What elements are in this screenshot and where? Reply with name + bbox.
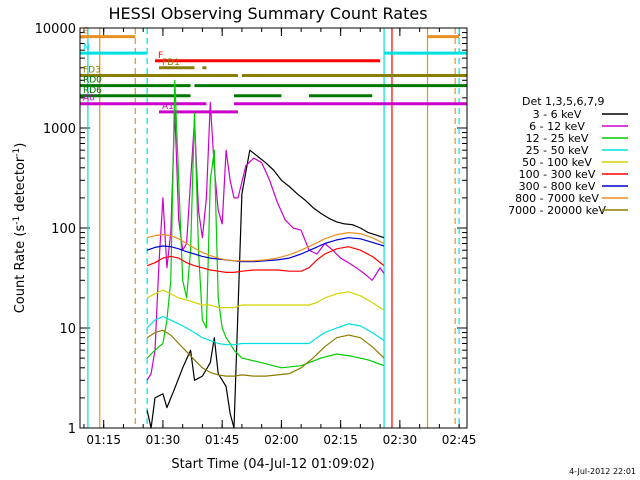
x-tick-label: 01:30	[146, 433, 181, 447]
flag-label-n: N	[83, 43, 90, 53]
flag-label-s: S	[83, 27, 89, 37]
legend-entry-label: 25 - 50 keV	[526, 144, 589, 157]
flag-label-rd0: RD0	[83, 76, 102, 86]
legend-entry-label: 300 - 800 keV	[519, 180, 596, 193]
chart-title: HESSI Observing Summary Count Rates	[108, 4, 427, 23]
legend-entry-label: 6 - 12 keV	[529, 120, 585, 133]
legend-entry-label: 7000 - 20000 keV	[508, 204, 606, 217]
legend-title: Det 1,3,5,6,7,9	[522, 95, 605, 108]
flag-label-fd1: FD1	[162, 58, 180, 68]
series-line	[146, 246, 385, 273]
x-tick-label: 02:30	[383, 433, 418, 447]
series-line	[146, 232, 385, 262]
x-tick-label: 01:45	[205, 433, 240, 447]
y-tick-label: 10000	[35, 22, 76, 37]
plot-area: 01:15 01:30 01:45 02:00 02:15 02:30 02:45 1 10 10…	[35, 22, 477, 447]
y-axis-label: Count Rate (s-1 detector-1)	[12, 143, 28, 314]
timestamp: 4-Jul-2012 22:01	[569, 467, 636, 476]
x-axis-label: Start Time (04-Jul-12 01:09:02)	[171, 457, 374, 472]
legend-entry-label: 50 - 100 keV	[522, 156, 592, 169]
series-line	[146, 316, 385, 346]
series-line	[146, 149, 385, 429]
y-tick-label: 1	[68, 422, 76, 437]
plot-frame	[79, 27, 468, 429]
series-line	[146, 237, 385, 263]
flag-label-a0: A0	[83, 94, 95, 104]
flag-label-f: F	[158, 51, 163, 61]
y-tick-label: 100	[51, 222, 76, 237]
y-tick-label: 10	[59, 322, 76, 337]
x-tick-label: 01:15	[86, 433, 121, 447]
flag-label-a1: A1	[162, 102, 174, 112]
x-tick-label: 02:15	[323, 433, 358, 447]
y-tick-label: 1000	[43, 122, 76, 137]
legend-entry-label: 3 - 6 keV	[533, 108, 582, 121]
legend-entry-label: 100 - 300 keV	[519, 168, 596, 181]
flag-label-fd3: FD3	[83, 65, 101, 75]
series-line	[146, 329, 385, 377]
x-tick-label: 02:45	[442, 433, 477, 447]
x-tick-label: 02:00	[264, 433, 299, 447]
series-line	[146, 289, 385, 311]
legend-entry-label: 800 - 7000 keV	[515, 192, 599, 205]
legend-entry-label: 12 - 25 keV	[526, 132, 589, 145]
flag-label-rd6: RD6	[83, 86, 102, 96]
